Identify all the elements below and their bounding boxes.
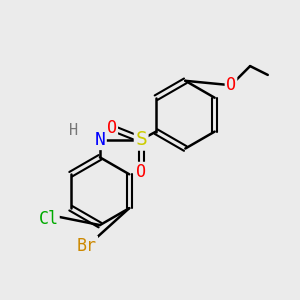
Text: S: S (135, 130, 147, 149)
Text: O: O (136, 163, 146, 181)
Text: N: N (94, 131, 105, 149)
Text: O: O (107, 119, 117, 137)
Text: Cl: Cl (38, 210, 58, 228)
Text: O: O (226, 76, 236, 94)
Text: H: H (69, 123, 78, 138)
Text: Br: Br (77, 237, 97, 255)
